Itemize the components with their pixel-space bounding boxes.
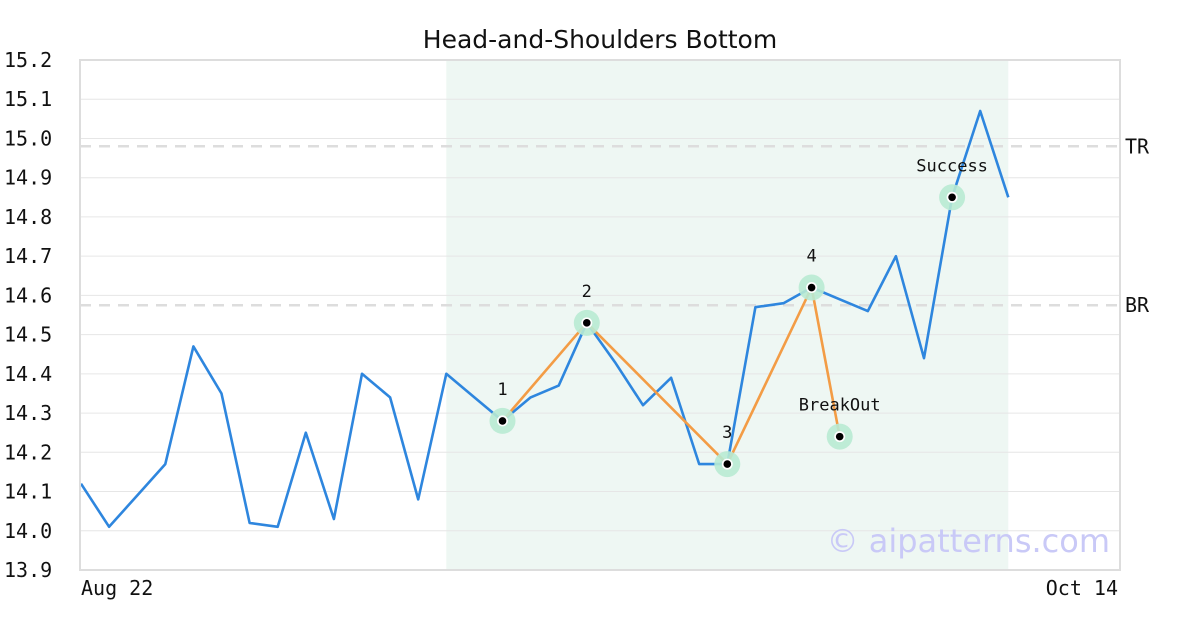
pattern-point-label: 4 [806, 247, 816, 267]
price-series-line [79, 109, 1010, 529]
y-tick-label: 14.5 [4, 323, 52, 347]
watermark: © aipatterns.com [827, 522, 1110, 560]
reference-line-label: TR [1125, 134, 1150, 158]
chart-title: Head-and-Shoulders Bottom [423, 25, 777, 54]
reference-lines-layer: TR BR [80, 134, 1150, 317]
plot-frame [79, 59, 1121, 571]
x-axis-ticks: Aug 22 Oct 14 [81, 576, 1118, 600]
pattern-point [835, 432, 844, 441]
pattern-point-label: BreakOut [799, 396, 881, 416]
y-axis-ticks: 13.9 14.0 14.1 14.2 14.3 14.4 14.5 14.6 14.7 14.8… [4, 48, 52, 582]
y-tick-label: 14.1 [4, 480, 52, 504]
pattern-point-label: 1 [497, 380, 507, 400]
pattern-region-layer [446, 60, 1009, 570]
y-tick-label: 14.4 [4, 362, 52, 386]
x-tick-label: Aug 22 [81, 576, 153, 600]
reference-line-label: BR [1125, 293, 1150, 317]
pattern-point [583, 319, 591, 327]
pattern-point-label: 2 [582, 282, 592, 302]
y-tick-label: 15.1 [4, 87, 52, 111]
y-tick-label: 14.8 [4, 205, 52, 229]
pattern-point-label: 3 [722, 423, 732, 443]
y-tick-label: 15.2 [4, 48, 52, 72]
y-tick-label: 14.0 [4, 519, 52, 543]
grid-layer [80, 98, 1120, 532]
pattern-point [807, 283, 816, 292]
pattern-point [723, 460, 732, 468]
pattern-point [498, 417, 507, 425]
y-tick-label: 14.2 [4, 440, 52, 464]
y-tick-label: 14.9 [4, 166, 52, 190]
y-tick-label: 14.3 [4, 401, 52, 425]
pattern-points-layer: 1 2 3 4 BreakOut Success [489, 156, 988, 478]
pattern-point [948, 193, 956, 202]
x-tick-label: Oct 14 [1046, 576, 1118, 600]
y-tick-label: 13.9 [4, 558, 52, 582]
y-tick-label: 14.6 [4, 283, 52, 307]
price-series-layer [79, 109, 1010, 529]
pattern-point-label: Success [916, 156, 988, 176]
y-tick-label: 14.7 [4, 244, 52, 268]
pattern-region [446, 60, 1009, 570]
y-tick-label: 15.0 [4, 126, 52, 150]
